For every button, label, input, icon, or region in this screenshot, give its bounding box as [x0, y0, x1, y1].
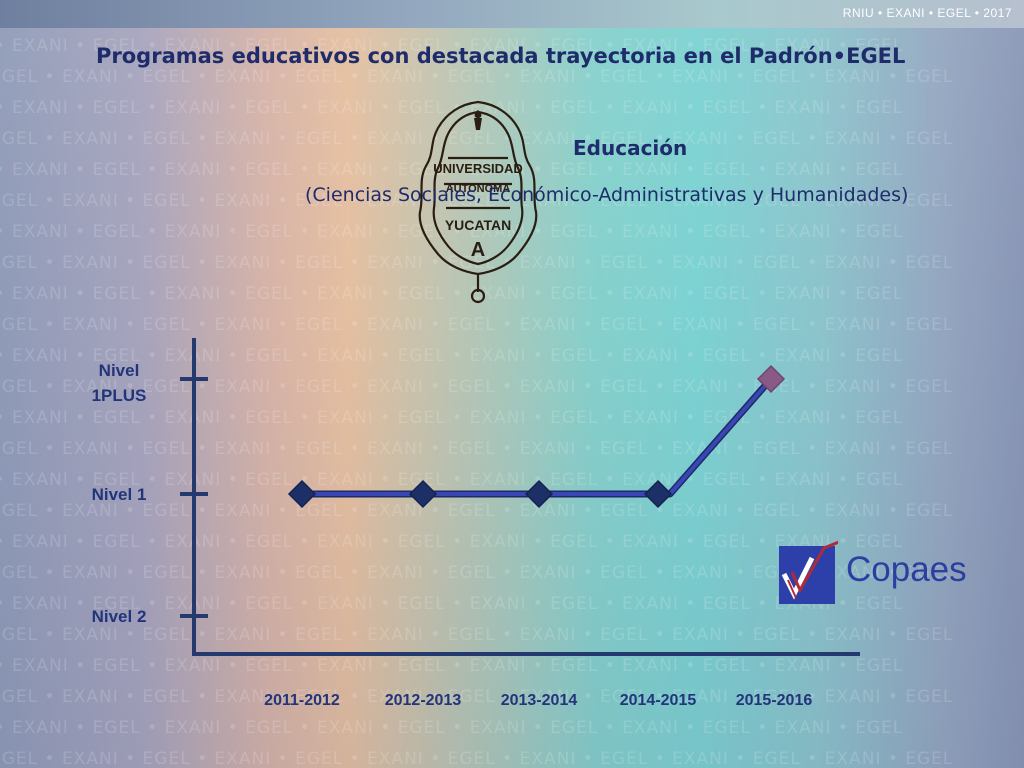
- seal-text-yucatan: YUCATAN: [445, 217, 511, 233]
- series-line: [302, 377, 773, 496]
- top-bar: RNIU • EXANI • EGEL • 2017: [0, 0, 1024, 28]
- x-tick-label: 2014-2015: [620, 692, 697, 709]
- y-tick-label: Nivel 1: [92, 485, 147, 504]
- series-line-shadow: [302, 376, 774, 498]
- brand-label: RNIU • EXANI • EGEL • 2017: [842, 6, 1012, 20]
- data-point-marker: [524, 479, 554, 509]
- university-seal-logo: UNIVERSIDAD AUTONOMA YUCATAN A: [418, 100, 538, 304]
- x-tick-label: 2012-2013: [385, 692, 462, 709]
- seal-letter-a: A: [471, 239, 485, 261]
- x-tick-label: 2011-2012: [264, 692, 340, 709]
- y-tick-label: Nivel 1PLUS: [92, 361, 147, 405]
- data-point-marker: [756, 364, 786, 394]
- x-tick-label: 2015-2016: [736, 692, 813, 709]
- slide-title: Programas educativos con destacada traye…: [96, 44, 906, 68]
- copaes-label: Copaes: [846, 550, 967, 589]
- y-tick-label: Nivel 2: [92, 607, 147, 626]
- seal-text-autonoma: AUTONOMA: [446, 183, 511, 195]
- copaes-logo-icon: [779, 540, 838, 604]
- seal-text-universidad: UNIVERSIDAD: [433, 161, 523, 176]
- data-point-marker: [287, 479, 317, 509]
- data-point-marker: [408, 479, 438, 509]
- area-title: Educación: [573, 136, 688, 160]
- x-tick-label: 2013-2014: [501, 692, 578, 709]
- data-point-marker: [643, 479, 673, 509]
- area-subtitle: (Ciencias Sociales, Económico-Administra…: [305, 184, 909, 206]
